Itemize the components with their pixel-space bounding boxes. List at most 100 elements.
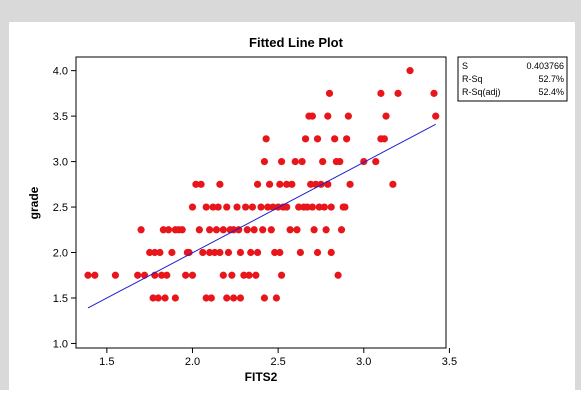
data-point (247, 248, 255, 257)
data-point (178, 226, 186, 234)
data-point (293, 226, 301, 234)
data-point (159, 226, 167, 234)
data-point (327, 203, 335, 211)
stats-box (457, 56, 568, 102)
x-tick-label: 2.5 (270, 356, 285, 368)
data-point (286, 226, 294, 234)
data-point (168, 248, 176, 257)
data-point (319, 157, 327, 166)
data-point (219, 226, 227, 234)
data-point (151, 248, 159, 257)
data-point (265, 180, 274, 188)
data-point (233, 203, 241, 211)
data-point (277, 271, 286, 279)
data-point (295, 203, 303, 211)
data-point (394, 89, 402, 97)
x-tick-label: 2.0 (185, 356, 200, 368)
data-point (296, 248, 304, 257)
data-point (182, 271, 190, 279)
data-point (430, 89, 438, 97)
plot-area (75, 56, 447, 349)
data-point (283, 180, 291, 188)
data-point (202, 203, 210, 211)
data-point (236, 294, 245, 302)
x-tick-label: 3.5 (442, 356, 457, 368)
stat-label-s: S (462, 61, 468, 71)
data-point (253, 248, 262, 257)
data-point (137, 226, 145, 234)
x-tick-label: 1.5 (99, 356, 114, 368)
data-point (382, 112, 390, 120)
data-point (406, 67, 414, 75)
data-point (223, 203, 231, 211)
data-point (84, 271, 92, 279)
data-point (276, 248, 284, 257)
data-point (337, 226, 346, 234)
x-axis-label: FITS2 (245, 370, 278, 384)
data-point (206, 226, 214, 234)
data-point (380, 135, 388, 143)
data-point (216, 248, 224, 257)
y-tick-label: 2.0 (53, 248, 68, 260)
data-point (241, 203, 250, 211)
data-point (202, 294, 210, 302)
data-point (158, 271, 166, 279)
data-point (235, 226, 243, 234)
data-point (325, 89, 334, 97)
data-point (216, 180, 224, 188)
data-point (322, 226, 330, 234)
data-point (149, 294, 157, 302)
data-point (206, 248, 214, 257)
chart-title: Fitted Line Plot (249, 35, 344, 50)
data-point (389, 180, 397, 188)
data-point (313, 248, 322, 257)
data-point (313, 135, 322, 143)
data-point (188, 271, 197, 279)
data-point (291, 157, 299, 166)
data-point (346, 180, 354, 188)
data-point (324, 112, 332, 120)
data-point (185, 248, 193, 257)
data-point (192, 180, 200, 188)
y-tick-label: 4.0 (53, 66, 68, 78)
data-point (197, 180, 205, 188)
data-point (272, 294, 281, 302)
data-point (236, 248, 245, 257)
data-point (195, 226, 203, 234)
stat-value-rsq-adj: 52.4% (538, 87, 564, 97)
data-point (310, 226, 318, 234)
fit-line (87, 123, 436, 309)
y-axis-label: grade (27, 186, 41, 219)
data-point (317, 180, 325, 188)
data-point (229, 294, 238, 302)
data-point (212, 226, 221, 234)
data-point (209, 203, 217, 211)
data-point (271, 248, 279, 257)
data-point (211, 248, 219, 257)
data-point (298, 157, 306, 166)
data-point (312, 180, 320, 188)
data-point (240, 271, 248, 279)
data-point (214, 203, 222, 211)
data-point (253, 180, 262, 188)
data-point (344, 112, 352, 120)
stat-value-rsq: 52.7% (538, 74, 564, 84)
data-point (224, 248, 233, 257)
data-point (334, 271, 342, 279)
data-point (111, 271, 119, 279)
data-point (228, 271, 236, 279)
data-point (341, 203, 349, 211)
stat-label-rsq: R-Sq (462, 74, 483, 84)
data-point (277, 157, 286, 166)
stat-value-s: 0.403766 (526, 61, 564, 71)
data-point (245, 271, 253, 279)
data-point (164, 226, 173, 234)
data-point (267, 226, 275, 234)
data-point (199, 248, 207, 257)
data-point (276, 180, 284, 188)
y-tick-label: 1.5 (53, 293, 68, 305)
data-point (250, 226, 258, 234)
data-point (343, 135, 351, 143)
